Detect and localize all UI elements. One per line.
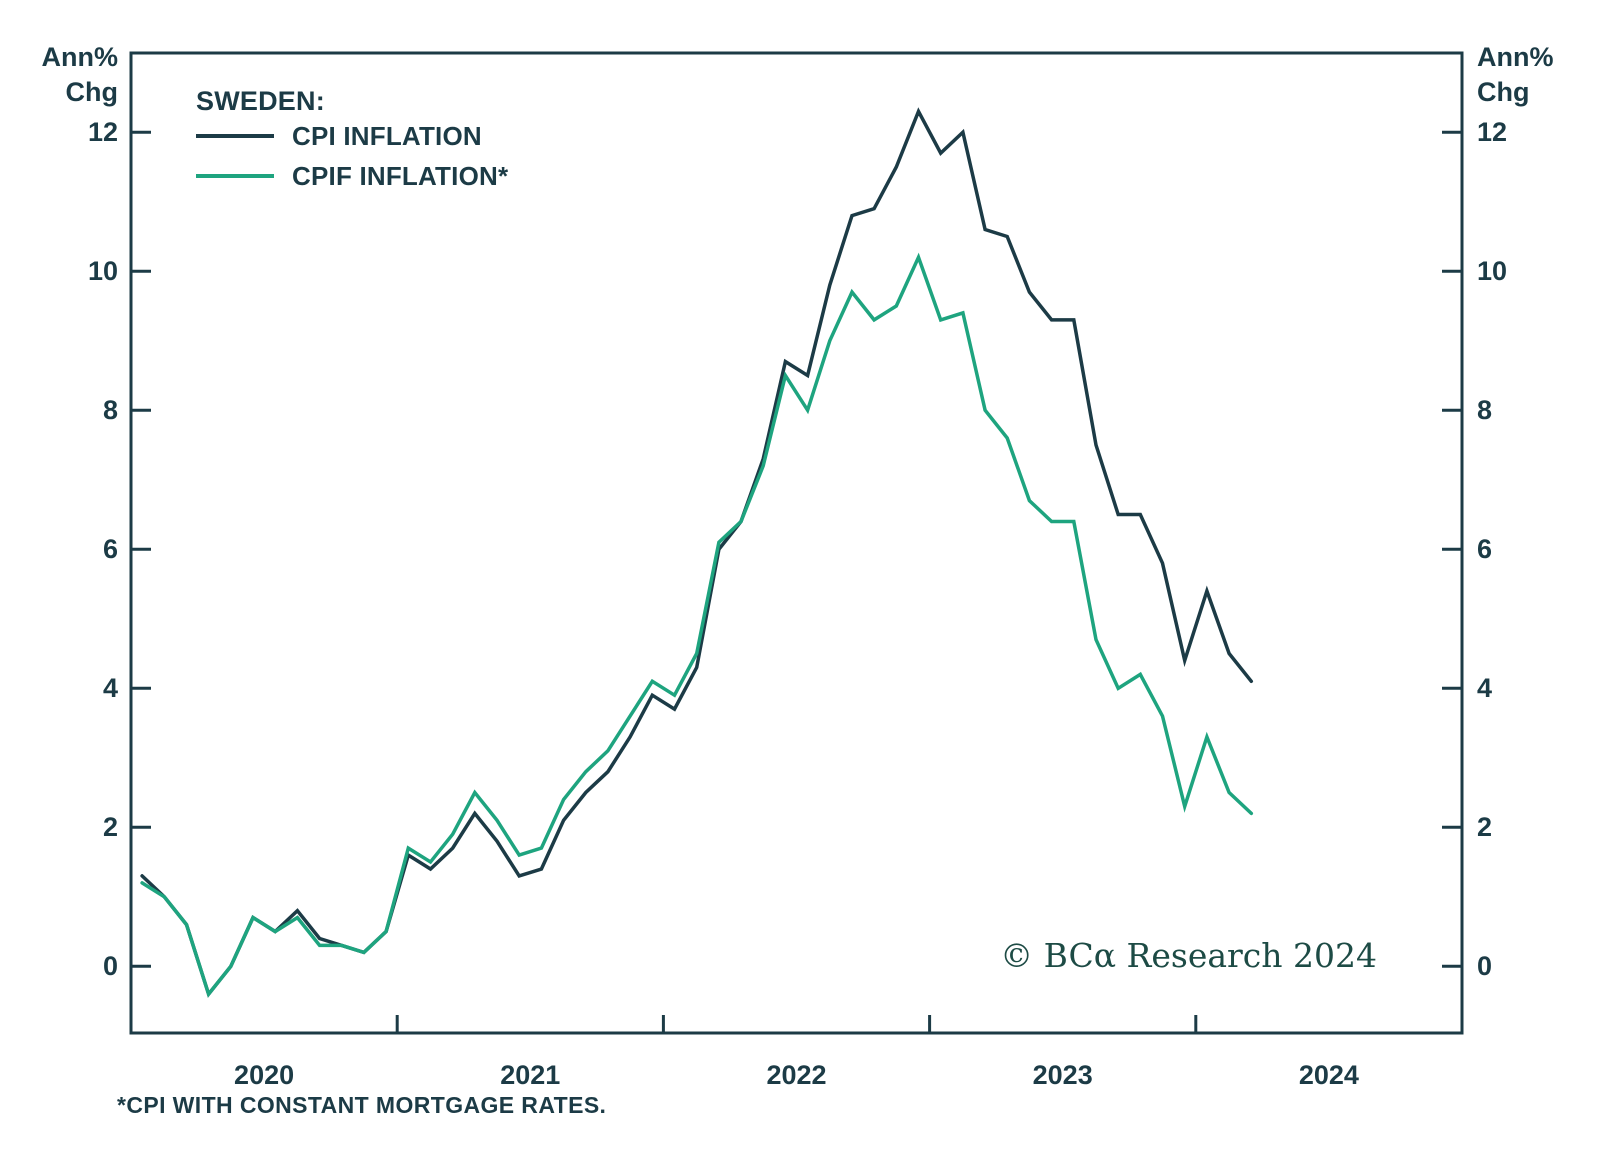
y-axis-title-right: Ann% Chg bbox=[1477, 40, 1597, 110]
legend-label-cpif: CPIF INFLATION* bbox=[292, 160, 509, 191]
y-tick-label-right: 4 bbox=[1477, 673, 1493, 704]
y-tick-label-left: 10 bbox=[87, 256, 118, 287]
y-tick-label-left: 6 bbox=[102, 534, 118, 565]
x-year-label: 2022 bbox=[766, 1060, 827, 1090]
x-year-label: 2020 bbox=[234, 1060, 295, 1090]
y-tick-label-left: 4 bbox=[102, 673, 118, 704]
cpif-line-swatch bbox=[196, 174, 274, 178]
y-tick-label-right: 8 bbox=[1477, 395, 1493, 426]
legend-label-cpi: CPI INFLATION bbox=[292, 120, 482, 151]
y-axis-title-right-line2: Chg bbox=[1477, 77, 1530, 107]
y-tick-label-left: 2 bbox=[102, 812, 118, 843]
y-tick-label-left: 8 bbox=[102, 395, 118, 426]
series-line-cpi bbox=[140, 107, 1254, 998]
copyright-notice: © BCα Research 2024 bbox=[1000, 936, 1377, 975]
y-tick-label-right: 12 bbox=[1477, 117, 1508, 148]
footnote: *CPI WITH CONSTANT MORTGAGE RATES. bbox=[117, 1092, 607, 1118]
y-axis-title-left-line1: Ann% bbox=[41, 42, 119, 72]
y-axis-title-left: Ann% Chg bbox=[0, 40, 119, 110]
legend-item-cpi: CPI INFLATION bbox=[196, 116, 508, 156]
series-line-cpif bbox=[140, 252, 1254, 998]
y-axis-title-right-line1: Ann% bbox=[1477, 42, 1554, 72]
plot-frame-and-ticks bbox=[129, 51, 1464, 1035]
x-year-label: 2024 bbox=[1298, 1060, 1359, 1090]
legend-item-cpif: CPIF INFLATION* bbox=[196, 156, 508, 196]
legend-title: SWEDEN: bbox=[196, 86, 325, 116]
y-tick-label-right: 2 bbox=[1477, 812, 1493, 843]
legend: SWEDEN: CPI INFLATION CPIF INFLATION* bbox=[196, 86, 508, 196]
y-tick-label-right: 10 bbox=[1477, 256, 1508, 287]
y-tick-label-right: 6 bbox=[1477, 534, 1493, 565]
y-axis-title-left-line2: Chg bbox=[65, 77, 118, 107]
plot-border bbox=[129, 51, 1464, 1035]
y-tick-label-right: 0 bbox=[1477, 951, 1493, 982]
y-tick-label-left: 0 bbox=[102, 951, 118, 982]
cpi-line-swatch bbox=[196, 134, 274, 138]
x-year-label: 2023 bbox=[1032, 1060, 1093, 1090]
x-year-label: 2021 bbox=[500, 1060, 561, 1090]
y-tick-label-left: 12 bbox=[87, 117, 118, 148]
plot-series-lines bbox=[140, 107, 1254, 998]
